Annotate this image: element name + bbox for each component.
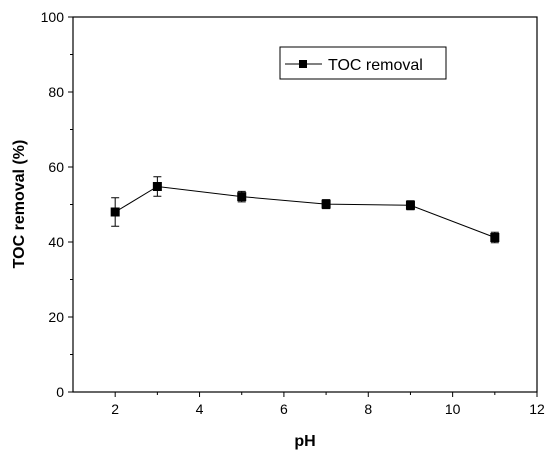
data-point-marker (152, 182, 162, 191)
y-tick-label: 80 (48, 84, 64, 100)
series-line (114, 185, 495, 238)
x-axis-ticks: 2 4 6 8 10 12 (111, 392, 545, 417)
x-tick-label: 4 (196, 401, 204, 417)
data-point-marker (110, 207, 120, 217)
y-tick-label: 40 (48, 234, 64, 250)
y-tick-label: 20 (48, 309, 64, 325)
y-axis-ticks: 0 20 40 60 80 100 (41, 9, 73, 400)
plot-area (110, 176, 500, 244)
legend-marker-square (299, 60, 307, 68)
y-axis-title: TOC removal (%) (11, 140, 28, 269)
data-point-marker (405, 200, 415, 210)
x-tick-label: 6 (280, 401, 288, 417)
legend-box (279, 46, 447, 80)
x-tick-label: 10 (445, 401, 461, 417)
data-point-marker (490, 233, 500, 242)
x-tick-label: 8 (364, 401, 372, 417)
x-axis-title: pH (294, 433, 315, 450)
data-point-marker (321, 199, 331, 209)
y-tick-label: 60 (48, 159, 64, 175)
y-tick-label: 0 (56, 384, 64, 400)
legend-label: TOC removal (328, 57, 423, 74)
x-tick-label: 12 (529, 401, 545, 417)
data-point-marker (237, 192, 247, 202)
y-tick-label: 100 (41, 9, 65, 25)
legend: TOC removal (279, 46, 447, 80)
x-tick-label: 2 (111, 401, 119, 417)
